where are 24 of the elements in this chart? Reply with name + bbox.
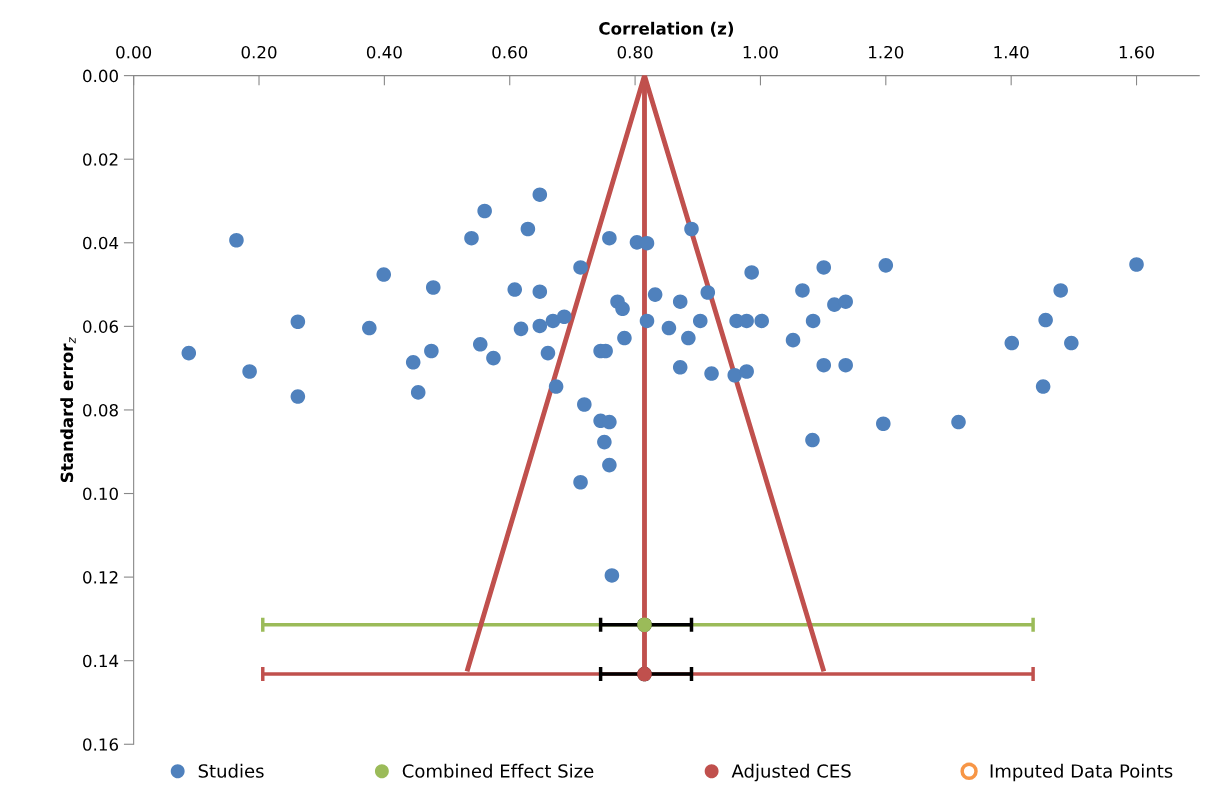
y-axis-title: Standard error$_{z}$	[60, 337, 76, 482]
y-tick-label: 0.10	[83, 487, 118, 501]
y-tick-label: 0.14	[83, 654, 119, 668]
y-tick-label: 0.00	[83, 69, 118, 83]
x-tick-label: 0.60	[492, 45, 528, 59]
x-tick-label: 0.00	[116, 45, 152, 59]
x-axis-title: Correlation (z)	[599, 21, 734, 37]
legend-label: Studies	[198, 763, 264, 778]
x-tick-label: 0.20	[241, 45, 277, 59]
x-tick-label: 0.80	[617, 45, 653, 59]
x-tick-label: 1.20	[869, 45, 904, 59]
legend-label: Combined Effect Size	[402, 763, 594, 778]
y-tick-label: 0.12	[83, 571, 118, 584]
x-tick-label: 1.60	[1119, 45, 1154, 59]
x-tick-label: 0.40	[366, 45, 402, 59]
y-tick-label: 0.02	[83, 153, 118, 166]
x-tick-label: 1.00	[743, 45, 778, 59]
legend-label: Adjusted CES	[731, 763, 851, 782]
y-tick-label: 0.06	[83, 320, 119, 333]
y-tick-label: 0.08	[83, 403, 118, 417]
y-tick-label: 0.04	[83, 236, 119, 250]
y-tick-label: 0.16	[83, 738, 119, 751]
x-tick-label: 1.40	[994, 45, 1029, 59]
legend-label: Imputed Data Points	[990, 763, 1173, 782]
